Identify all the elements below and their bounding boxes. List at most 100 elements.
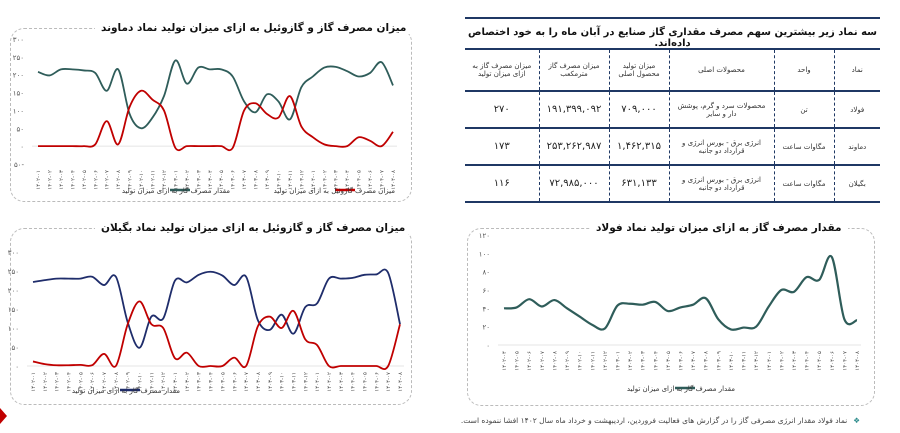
x-tick-label: ۱۴۰۳-۰۱: [615, 351, 621, 371]
col-header: محصولات اصلی: [668, 48, 774, 92]
col-header: میزان مصرف گاز مترمکعب: [538, 48, 609, 92]
x-tick-label: ۱۴۰۲-۰۸: [552, 351, 558, 371]
table-cell: تن: [773, 91, 834, 129]
table-cell: ۱۹۱,۳۹۹,۰۹۲: [538, 91, 609, 129]
x-tick-label: ۱۴۰۲-۰۳: [55, 372, 61, 392]
x-tick-label: ۱۴۰۳-۰۶: [232, 372, 238, 392]
y-tick-label: ۵۰-: [14, 161, 25, 169]
x-tick-label: ۱۴۰۲-۰۱: [31, 372, 37, 392]
x-tick-label: ۱۴۰۳-۰۹: [716, 351, 722, 371]
legend-label: مقدار مصرف گاز به ازای میزان تولید: [627, 384, 735, 393]
series-line-0: [32, 268, 401, 349]
x-tick-label: ۱۴۰۳-۰۶: [679, 351, 685, 371]
x-tick-label: ۱۴۰۲-۰۳: [59, 170, 65, 190]
table-cell: فولاد: [833, 91, 880, 129]
x-tick-label: ۱۴۰۴-۰۲: [779, 351, 785, 371]
y-tick-label: ۶۰: [482, 287, 490, 295]
footnote: ❖ نماد فولاد مقدار انرژی مصرفی گاز را در …: [461, 416, 860, 425]
x-tick-label: ۱۴۰۴-۰۵: [357, 170, 363, 190]
x-tick-label: ۱۴۰۲-۰۷: [102, 372, 108, 392]
x-tick-label: ۱۴۰۲-۰۵: [82, 170, 88, 190]
x-tick-label: ۱۴۰۲-۰۵: [515, 351, 521, 371]
x-tick-label: ۱۴۰۳-۰۵: [220, 372, 226, 392]
x-tick-label: ۱۴۰۲-۱۲: [603, 351, 609, 371]
page-marker-triangle: [0, 408, 7, 424]
x-tick-label: ۱۴۰۴-۰۲: [322, 170, 328, 190]
x-tick-label: ۱۴۰۴-۰۶: [374, 372, 380, 392]
y-tick-label: ۰: [15, 363, 19, 371]
y-tick-label: ۱۲۰: [479, 232, 490, 240]
chart-bigilan-plot: ۰ ۵۰ ۱۰۰ ۱۵۰ ۲۰۰ ۲۵۰ ۳۰۰ ۱۴۰۲-۰۱ ۱۴۰۲-۰۲ ۱۴۰۲-۰۳ ۱…: [8, 249, 404, 395]
x-tick-label: ۱۴۰۲-۰۶: [93, 170, 99, 190]
table-cell: ۷۲,۹۸۵,۰۰۰: [538, 165, 609, 203]
x-tick-label: ۱۴۰۳-۰۷: [244, 372, 250, 392]
table-cell: مگاوات ساعت: [773, 165, 834, 203]
x-tick-label: ۱۴۰۴-۰۵: [817, 351, 823, 371]
x-tick-label: ۱۴۰۳-۰۵: [666, 351, 672, 371]
y-tick-label: ۱۵۰: [13, 90, 24, 98]
y-tick-label: ۲۵۰: [13, 54, 24, 62]
x-tick-label: ۱۴۰۳-۰۷: [242, 170, 248, 190]
x-tick-label: ۱۴۰۲-۰۷: [105, 170, 111, 190]
table-cell: ۱,۴۶۲,۳۱۵: [608, 128, 669, 166]
x-tick-label: ۱۴۰۳-۱۲: [754, 351, 760, 371]
x-tick-label: ۱۴۰۳-۱۱: [742, 351, 748, 371]
x-tick-label: ۱۴۰۲-۱۰: [138, 372, 144, 392]
x-tick-label: ۱۴۰۳-۰۴: [653, 351, 659, 371]
x-tick-label: ۱۴۰۳-۱۰: [276, 170, 282, 190]
chart-bigilan-title: میزان مصرف گاز و گازوئیل به ازای میزان ت…: [95, 222, 412, 234]
series-line-1: [32, 300, 401, 370]
x-tick-label: ۱۴۰۴-۰۶: [368, 170, 374, 190]
table-cell: ۲۷۰: [465, 91, 539, 129]
chart-damavand-title: میزان مصرف گاز و گازوئیل به ازای میزان ت…: [95, 22, 413, 34]
series-line-0: [37, 59, 394, 130]
y-tick-label: ۵۰: [11, 344, 19, 352]
x-tick-label: ۱۴۰۳-۰۹: [268, 372, 274, 392]
x-tick-label: ۱۴۰۲-۰۷: [540, 351, 546, 371]
x-tick-label: ۱۴۰۲-۰۴: [502, 351, 508, 371]
y-tick-label: ۱۵۰: [8, 306, 19, 314]
x-tick-label: ۱۴۰۴-۰۷: [380, 170, 386, 190]
x-tick-label: ۱۴۰۲-۰۴: [70, 170, 76, 190]
x-tick-label: ۱۴۰۳-۰۱: [173, 372, 179, 392]
x-tick-label: ۱۴۰۴-۰۷: [386, 372, 392, 392]
x-tick-label: ۱۴۰۴-۰۷: [842, 351, 848, 371]
y-tick-label: ۲۰۰: [8, 287, 19, 295]
x-tick-label: ۱۴۰۳-۰۶: [231, 170, 237, 190]
x-tick-label: ۱۴۰۳-۱۲: [299, 170, 305, 190]
col-header: میزان تولید محصول اصلی: [608, 48, 669, 92]
footnote-text: نماد فولاد مقدار انرژی مصرفی گاز را در گ…: [460, 416, 848, 425]
legend-label: میزان مصرف گازوئیل به ازای میزان تولید: [274, 186, 396, 195]
x-tick-label: ۱۴۰۳-۰۵: [219, 170, 225, 190]
y-tick-label: ۵۰: [16, 125, 24, 133]
table-cell: دماوند: [833, 128, 880, 166]
x-tick-label: ۱۴۰۲-۰۸: [114, 372, 120, 392]
table-title: سه نماد زیر بیشترین سهم مصرف مقداری گاز …: [468, 27, 877, 49]
x-tick-label: ۱۴۰۴-۰۱: [315, 372, 321, 392]
table-cell: انرژی برق - بورس انرژی و قرارداد دو جانب…: [668, 128, 774, 166]
series-line-0: [503, 254, 858, 331]
x-tick-label: ۱۴۰۳-۰۸: [256, 372, 262, 392]
gas-consumption-table: نماد واحد محصولات اصلی میزان تولید محصول…: [465, 48, 880, 203]
x-tick-label: ۱۴۰۲-۰۶: [527, 351, 533, 371]
y-tick-label: ۸۰: [482, 269, 490, 277]
y-tick-label: ۰: [486, 342, 490, 350]
y-tick-label: ۱۰۰: [8, 325, 19, 333]
x-tick-label: ۱۴۰۴-۰۱: [767, 351, 773, 371]
diamond-bullet-icon: ❖: [853, 416, 860, 425]
y-tick-label: ۱۰۰: [13, 107, 24, 115]
x-tick-label: ۱۴۰۳-۰۳: [197, 372, 203, 392]
table-cell: مگاوات ساعت: [773, 128, 834, 166]
x-tick-label: ۱۴۰۳-۰۳: [196, 170, 202, 190]
y-tick-label: ۱۰۰: [479, 250, 490, 258]
x-tick-label: ۱۴۰۳-۱۰: [280, 372, 286, 392]
x-tick-label: ۱۴۰۲-۰۹: [565, 351, 571, 371]
table-header-row: نماد واحد محصولات اصلی میزان تولید محصول…: [465, 48, 880, 92]
y-tick-label: ۳۰۰: [8, 249, 19, 257]
x-tick-label: ۱۴۰۴-۰۳: [339, 372, 345, 392]
x-tick-label: ۱۴۰۲-۱۱: [149, 372, 155, 392]
x-tick-label: ۱۴۰۴-۰۸: [398, 372, 404, 392]
table-cell: ۱۱۶: [465, 165, 539, 203]
x-tick-label: ۱۴۰۴-۰۸: [391, 170, 397, 190]
